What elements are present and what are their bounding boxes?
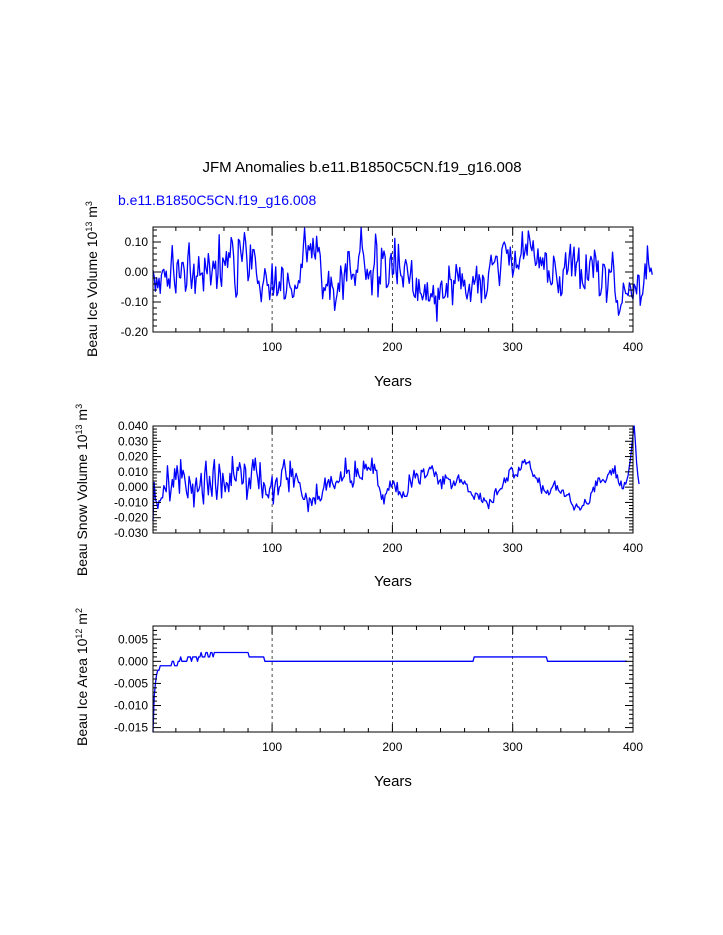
ice-volume-x-tick-label: 300 [503, 340, 523, 354]
ice-area-y-tick-label: 0.005 [118, 632, 148, 646]
ice-volume-x-tick-label: 100 [262, 340, 282, 354]
ice-volume-y-tick-label: 0.10 [125, 235, 149, 249]
xlabel-ice-volume: Years [374, 373, 412, 390]
snow-volume-y-tick-label: -0.030 [114, 526, 148, 540]
snow-volume-x-tick-label: 100 [262, 541, 282, 555]
ice-area-x-tick-label: 300 [503, 740, 523, 754]
panel-snow-volume: Beau Snow Volume 1013 m3 Years 100 200 300… [74, 404, 643, 590]
snow-volume-y-tick-label: 0.000 [118, 480, 148, 494]
ice-volume-y-tick-label: -0.20 [121, 325, 149, 339]
ice-volume-x-tick-label: 200 [382, 340, 402, 354]
main-title: JFM Anomalies b.e11.B1850C5CN.f19_g16.00… [202, 159, 521, 176]
snow-volume-x-tick-label: 200 [382, 541, 402, 555]
snow-volume-x-tick-label: 400 [623, 541, 643, 555]
snow-volume-y-tick-label: -0.020 [114, 511, 148, 525]
ylabel-ice-volume: Beau Ice Volume 1013 m3 [84, 201, 100, 357]
ice-area-y-tick-label: -0.015 [114, 721, 148, 735]
ice-area-x-tick-label: 100 [262, 740, 282, 754]
ice-volume-y-tick-label: -0.10 [121, 295, 149, 309]
snow-volume-y-tick-label: 0.020 [118, 450, 148, 464]
panel-ice-volume: Beau Ice Volume 1013 m3 Years 100 200 300 4… [84, 201, 653, 390]
run-label: b.e11.B1850C5CN.f19_g16.008 [118, 192, 316, 208]
ice-volume-series-line [152, 226, 653, 322]
snow-volume-y-tick-label: 0.030 [118, 434, 148, 448]
xlabel-ice-area: Years [374, 773, 412, 790]
snow-volume-x-tick-label: 300 [503, 541, 523, 555]
ice-area-series-line [152, 651, 627, 733]
ice-area-y-tick-label: 0.000 [118, 654, 148, 668]
snow-volume-y-tick-label: -0.010 [114, 495, 148, 509]
snow-volume-y-tick-label: 0.010 [118, 465, 148, 479]
ice-area-y-tick-label: -0.005 [114, 676, 148, 690]
panel-ice-area: Beau Ice Area 1012 m2 Years 100 200 300 400… [74, 608, 643, 790]
ice-area-x-tick-label: 400 [623, 740, 643, 754]
ice-area-x-tick-label: 200 [382, 740, 402, 754]
snow-volume-y-tick-label: 0.040 [118, 419, 148, 433]
ice-area-y-tick-label: -0.010 [114, 699, 148, 713]
ice-volume-x-tick-label: 400 [623, 340, 643, 354]
ylabel-snow-volume: Beau Snow Volume 1013 m3 [74, 404, 90, 576]
snow-volume-series-line [152, 425, 640, 521]
snow-volume-plot-frame [152, 425, 634, 534]
xlabel-snow-volume: Years [374, 573, 412, 590]
ylabel-ice-area: Beau Ice Area 1012 m2 [74, 608, 90, 746]
ice-volume-y-tick-label: 0.00 [125, 265, 149, 279]
ice-volume-plot-frame [152, 226, 634, 333]
